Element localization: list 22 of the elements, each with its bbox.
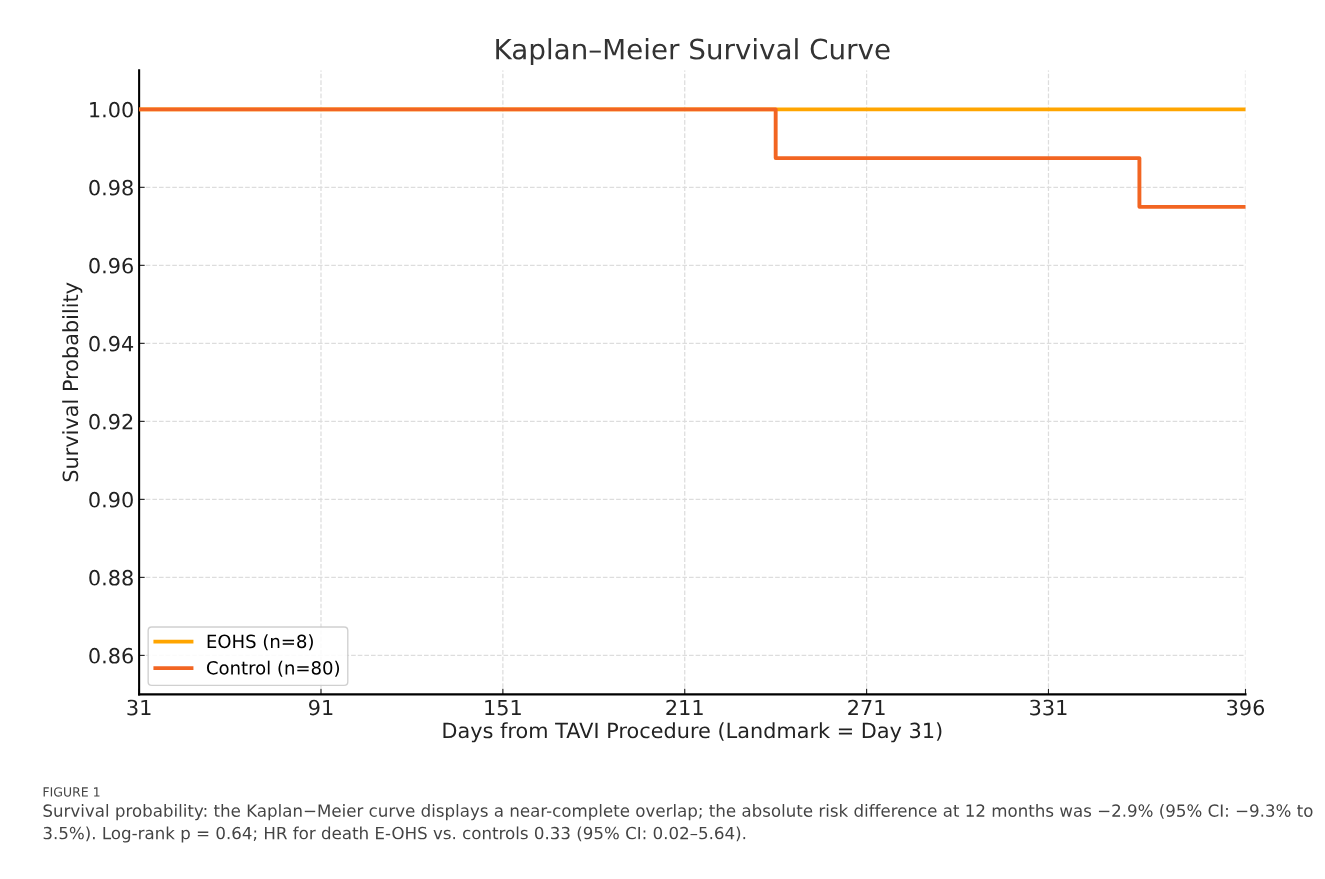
x-tick-label: 151	[485, 699, 521, 716]
x-tick-label: 396	[1227, 699, 1265, 716]
legend-label: EOHS (n=8)	[207, 634, 313, 651]
x-tick-label: 271	[848, 699, 885, 716]
legend-label: Control (n=80)	[206, 660, 340, 677]
x-tick-label: 31	[127, 699, 151, 716]
text: Survival probability: the Kaplan−Meier curve displays a near-complete overlap; the absolute risk difference at 12 months was −2.9% (95% CI: −9.3% to 3.5%). Log-rank p = 0.64; HR for death E-OHS vs. controls 0.33 (95% CI: 0.02–5.64).	[43, 804, 1313, 843]
y-tick-label: 0.86	[89, 647, 133, 664]
y-tick-label: 1.00	[90, 101, 133, 118]
y-axis-title: Survival Probability	[62, 282, 83, 482]
y-tick-label: 0.94	[89, 335, 134, 352]
y-tick-label: 0.92	[89, 413, 133, 430]
y-tick-label: 0.90	[89, 491, 133, 508]
caption: FIGURE 1	[43, 787, 100, 797]
y-tick-label: 0.88	[89, 569, 133, 586]
x-tick-label: 91	[309, 699, 333, 716]
chart-title: Kaplan–Meier Survival Curve	[496, 38, 890, 65]
y-tick-label: 0.98	[89, 179, 133, 196]
x-tick-label: 211	[666, 699, 703, 716]
x-axis-title: Days from TAVI Procedure (Landmark = Day 31)	[443, 722, 942, 743]
x-tick-label: 331	[1030, 699, 1067, 716]
y-tick-label: 0.96	[89, 257, 133, 274]
